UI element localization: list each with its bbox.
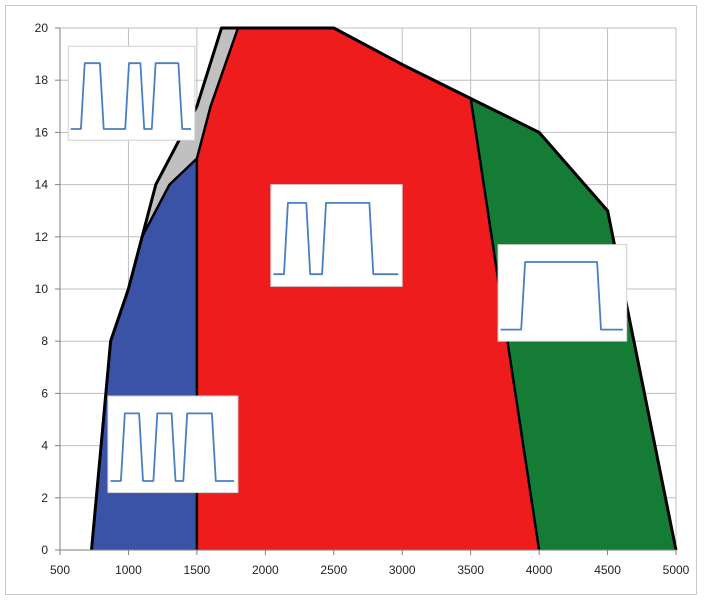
inset-bottom-left (107, 395, 239, 494)
x-tick-label: 2000 (252, 563, 279, 577)
gray-region (110, 28, 238, 342)
y-tick-label: 12 (35, 230, 49, 244)
x-tick-label: 1000 (115, 563, 142, 577)
y-tick-label: 6 (41, 386, 48, 400)
y-tick-label: 4 (41, 439, 48, 453)
x-tick-label: 500 (50, 563, 70, 577)
y-tick-label: 16 (35, 125, 49, 139)
pulse-waveform (110, 412, 235, 482)
y-tick-label: 10 (35, 282, 49, 296)
x-tick-label: 2500 (320, 563, 347, 577)
insets (67, 45, 628, 494)
axes: 500 1000 1500 2000 2500 3000 3500 4000 4500 5000 0… (35, 21, 690, 577)
pulse-waveform (500, 261, 623, 331)
y-tick-label: 18 (35, 73, 49, 87)
x-tick-label: 4000 (526, 563, 553, 577)
inset-box (497, 244, 628, 342)
y-tick-label: 2 (41, 491, 48, 505)
x-tick-label: 3000 (389, 563, 416, 577)
x-tick-label: 3500 (457, 563, 484, 577)
region-boundary (109, 27, 240, 342)
y-tick-label: 8 (41, 334, 48, 348)
x-tick-label: 1500 (184, 563, 211, 577)
inset-top-left (67, 45, 196, 141)
y-tick-label: 14 (35, 178, 49, 192)
pulse-waveform (273, 202, 399, 276)
y-tick-label: 0 (41, 543, 48, 557)
inset-center (270, 184, 403, 287)
inset-box (67, 45, 196, 141)
inset-right (497, 244, 628, 342)
red-region (196, 28, 540, 550)
pulse-waveform (70, 62, 191, 130)
x-tick-label: 4500 (594, 563, 621, 577)
y-tick-label: 20 (35, 21, 49, 35)
x-tick-label: 5000 (663, 563, 690, 577)
inset-box (270, 184, 403, 287)
